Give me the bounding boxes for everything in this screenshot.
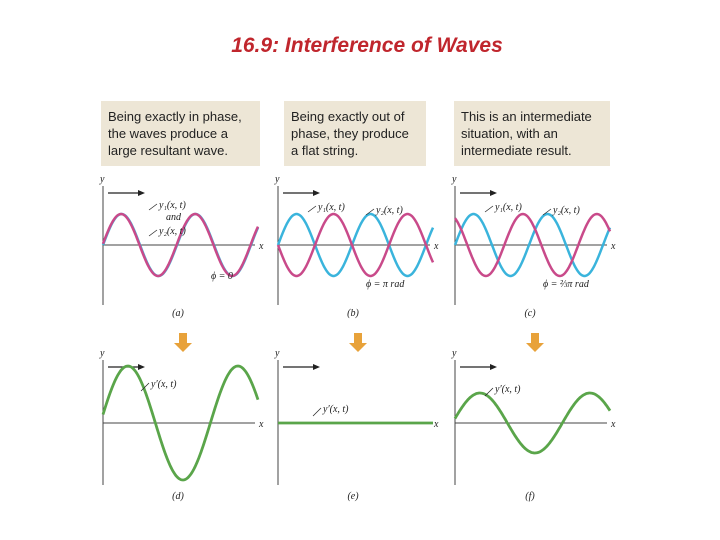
leader xyxy=(484,387,494,397)
caption-text: intermediate result. xyxy=(461,143,572,158)
x-axis-label: x xyxy=(258,241,264,252)
wave-y1 xyxy=(453,212,612,278)
arrow-head xyxy=(490,190,497,196)
y-axis-label: y xyxy=(451,174,457,185)
curve-label: y′(x, t) xyxy=(322,404,349,415)
caption-text: This is an intermediate xyxy=(461,109,592,124)
wave-resultant xyxy=(101,364,260,482)
panel-label: (d) xyxy=(172,491,184,502)
curve-label: y₁(x, t) xyxy=(494,202,522,213)
down-arrow xyxy=(526,333,544,352)
panel-label: (e) xyxy=(347,491,359,502)
slide-title: 16.9: Interference of Waves xyxy=(231,34,503,57)
y-axis-label: y xyxy=(99,174,105,185)
panel-label: (a) xyxy=(172,308,184,319)
leader xyxy=(484,205,494,213)
leader xyxy=(365,208,375,216)
x-axis-label: x xyxy=(610,419,616,430)
wave-y1 xyxy=(276,212,435,278)
leader xyxy=(312,407,322,417)
caption-text: phase, they produce xyxy=(291,126,409,141)
caption-text: Being exactly out of xyxy=(291,109,405,124)
caption-box xyxy=(284,101,426,166)
wave-resultant xyxy=(453,391,612,455)
caption-text: a flat string. xyxy=(291,143,358,158)
panel-label: (f) xyxy=(525,491,535,502)
down-arrow xyxy=(174,333,192,352)
figure: Being exactly in phase, the waves produce… xyxy=(99,101,616,502)
x-axis-label: x xyxy=(433,241,439,252)
phase-label: ϕ = π rad xyxy=(366,279,405,290)
panel-label: (c) xyxy=(524,308,536,319)
arrow-head xyxy=(313,364,320,370)
x-axis-label: x xyxy=(610,241,616,252)
leader xyxy=(542,208,552,216)
curve-label: y′(x, t) xyxy=(494,384,521,395)
y-axis-label: y xyxy=(274,348,280,359)
leader xyxy=(148,203,158,211)
caption-text: large resultant wave. xyxy=(108,143,228,158)
wave-y1 xyxy=(101,212,260,278)
wave-y2 xyxy=(453,212,612,278)
y-axis-label: y xyxy=(99,348,105,359)
caption-text: the waves produce a xyxy=(108,126,229,141)
panel-label: (b) xyxy=(347,308,359,319)
wave-y2 xyxy=(276,212,435,278)
down-arrow xyxy=(349,333,367,352)
y-axis-label: y xyxy=(451,348,457,359)
phase-label: ϕ = ⅔π rad xyxy=(543,279,590,290)
leader xyxy=(140,382,150,392)
curve-label: and xyxy=(166,212,182,223)
leader xyxy=(307,205,317,213)
caption-text: Being exactly in phase, xyxy=(108,109,242,124)
curve-label: y₂(x, t) xyxy=(375,205,403,216)
caption-box xyxy=(454,101,610,166)
arrow-head xyxy=(313,190,320,196)
caption-box xyxy=(101,101,260,166)
arrow-head xyxy=(490,364,497,370)
phase-label: ϕ = 0 xyxy=(211,271,233,282)
curve-label: y′(x, t) xyxy=(150,379,177,390)
curve-label: y₂(x, t) xyxy=(158,226,186,237)
arrow-head xyxy=(138,190,145,196)
caption-text: situation, with an xyxy=(461,126,558,141)
x-axis-label: x xyxy=(258,419,264,430)
leader xyxy=(148,229,158,237)
curve-label: y₂(x, t) xyxy=(552,205,580,216)
arrow-head xyxy=(138,364,145,370)
curve-label: y₁(x, t) xyxy=(158,200,186,211)
x-axis-label: x xyxy=(433,419,439,430)
y-axis-label: y xyxy=(274,174,280,185)
curve-label: y₁(x, t) xyxy=(317,202,345,213)
